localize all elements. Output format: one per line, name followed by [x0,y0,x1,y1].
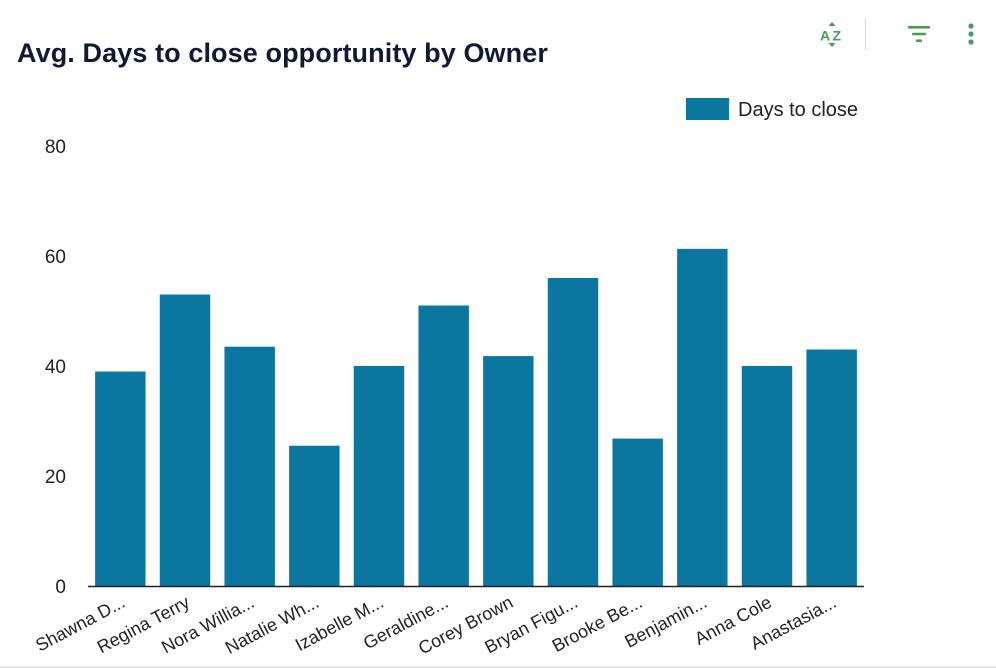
filter-icon [908,26,930,42]
legend-label: Days to close [738,99,858,121]
y-tick-label: 40 [45,357,66,378]
svg-text:Z: Z [833,28,842,44]
bar [353,366,405,586]
more-vertical-icon [968,23,974,45]
bar [612,438,663,586]
y-tick-label: 0 [55,577,66,598]
bar [547,278,599,586]
toolbar-divider [865,18,866,50]
filter-button[interactable] [901,16,937,52]
chart-title: Avg. Days to close opportunity by Owner [17,38,548,68]
card-bottom-border [0,666,996,668]
bar [677,248,728,586]
svg-text:A: A [820,28,830,44]
y-tick-label: 60 [45,247,66,268]
bar [741,366,793,586]
chart-toolbar: A Z [812,16,982,52]
bar [418,305,469,586]
bar [95,371,146,586]
y-tick-label: 20 [45,467,66,488]
bar [483,356,534,586]
sort-button[interactable]: A Z [814,16,850,52]
bar [806,349,857,586]
bar [159,294,211,586]
more-options-button[interactable] [953,16,989,52]
y-tick-label: 80 [45,137,66,158]
sort-az-icon: A Z [820,22,842,47]
legend-swatch [686,98,729,120]
bar [224,346,275,586]
bar [289,445,340,586]
